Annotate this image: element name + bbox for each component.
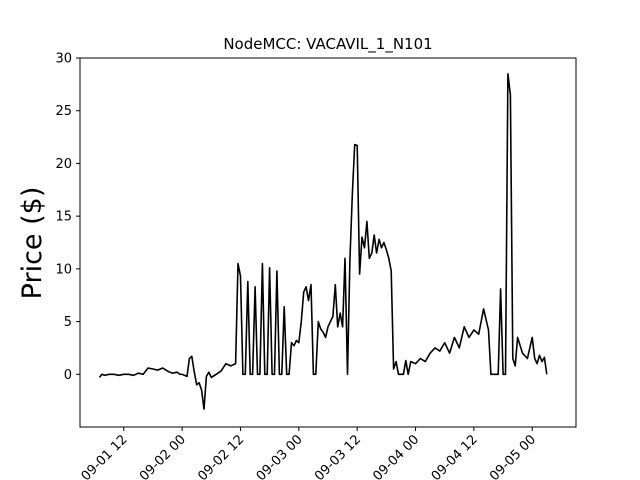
y-tick-label: 15	[55, 210, 72, 225]
y-tick-label: 0	[64, 368, 72, 383]
chart-title: NodeMCC: VACAVIL_1_N101	[223, 35, 432, 54]
plot-area-frame	[79, 57, 577, 428]
series-layer	[98, 73, 548, 410]
y-tick-label: 25	[55, 104, 72, 119]
y-tick-label: 20	[55, 157, 72, 172]
y-tick-label: 10	[55, 262, 72, 277]
y-tick-label: 5	[64, 315, 72, 330]
y-axis-label: Price ($)	[17, 187, 48, 300]
y-axis-ticks: 0 5 10 15 20 25 30	[55, 52, 80, 383]
y-tick-label: 30	[55, 52, 72, 67]
price-series-line	[98, 73, 548, 410]
